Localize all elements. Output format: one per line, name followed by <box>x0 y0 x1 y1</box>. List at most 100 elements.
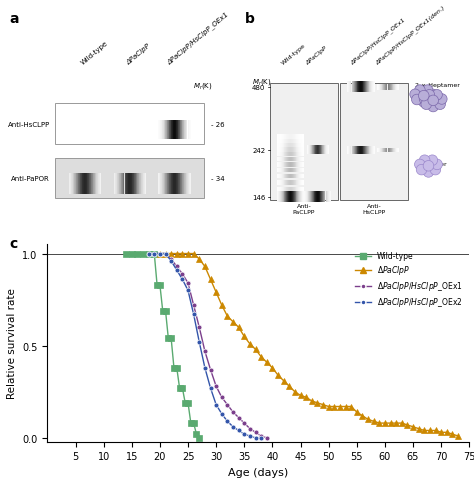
Bar <box>74 174 75 194</box>
Bar <box>181 174 182 194</box>
Ellipse shape <box>411 95 422 106</box>
Bar <box>93 174 94 194</box>
Ellipse shape <box>410 90 420 100</box>
Bar <box>188 121 189 140</box>
Bar <box>165 121 166 140</box>
Bar <box>125 174 126 194</box>
Bar <box>188 174 189 194</box>
Ellipse shape <box>419 95 430 105</box>
Text: ΔPaClpP/HsClpP_OEx1: ΔPaClpP/HsClpP_OEx1 <box>350 17 407 66</box>
Bar <box>80 174 81 194</box>
Text: ΔPaClpP/HsClpP_OEx1: ΔPaClpP/HsClpP_OEx1 <box>166 11 230 66</box>
Bar <box>84 174 85 194</box>
Bar <box>78 174 79 194</box>
Bar <box>73 174 74 194</box>
Bar <box>76 174 77 194</box>
Bar <box>164 121 165 140</box>
Bar <box>184 121 185 140</box>
Bar <box>159 121 160 140</box>
Bar <box>159 174 160 194</box>
Bar <box>135 174 136 194</box>
Bar <box>158 174 159 194</box>
Bar <box>167 174 168 194</box>
Bar <box>173 174 174 194</box>
Bar <box>160 121 161 140</box>
Bar <box>178 121 179 140</box>
Bar <box>69 174 70 194</box>
Bar <box>97 174 98 194</box>
Bar <box>178 174 179 194</box>
Bar <box>131 174 132 194</box>
Bar <box>140 174 141 194</box>
Bar <box>141 174 142 194</box>
Text: Anti-HsCLPP: Anti-HsCLPP <box>8 121 50 127</box>
Text: 146: 146 <box>252 194 265 200</box>
Bar <box>185 174 186 194</box>
Bar <box>174 121 175 140</box>
Bar <box>72 174 73 194</box>
Bar <box>177 121 178 140</box>
Bar <box>121 174 122 194</box>
Bar <box>175 174 176 194</box>
Ellipse shape <box>432 160 442 170</box>
Bar <box>189 121 190 140</box>
Bar <box>163 121 164 140</box>
Bar <box>90 174 91 194</box>
Bar <box>55 158 204 199</box>
Bar <box>190 121 191 140</box>
Ellipse shape <box>425 95 436 106</box>
Bar <box>175 121 176 140</box>
Bar <box>180 121 181 140</box>
Text: b: b <box>245 12 255 25</box>
Bar <box>81 174 82 194</box>
Ellipse shape <box>423 168 434 178</box>
Bar <box>132 174 133 194</box>
X-axis label: Age (days): Age (days) <box>228 467 289 477</box>
Text: ΔPaClpP: ΔPaClpP <box>126 43 152 66</box>
Bar <box>270 84 338 201</box>
Text: $M_r$(K): $M_r$(K) <box>252 77 272 87</box>
Bar <box>183 121 184 140</box>
Ellipse shape <box>437 95 447 105</box>
Bar <box>120 174 121 194</box>
Bar <box>185 121 186 140</box>
Ellipse shape <box>423 161 434 172</box>
Text: 2 × Heptamer: 2 × Heptamer <box>415 83 460 88</box>
Bar <box>85 174 86 194</box>
Bar <box>139 174 140 194</box>
Bar <box>340 84 408 201</box>
Bar <box>177 174 178 194</box>
Bar <box>91 174 92 194</box>
Text: - 26: - 26 <box>211 121 225 127</box>
Text: c: c <box>9 237 18 251</box>
Bar <box>165 174 166 194</box>
Text: Wild-type: Wild-type <box>80 40 109 66</box>
Bar <box>144 174 145 194</box>
Bar <box>176 121 177 140</box>
Bar <box>182 121 183 140</box>
Bar <box>161 174 162 194</box>
Bar <box>124 174 125 194</box>
Ellipse shape <box>415 85 425 96</box>
Text: $M_r$(K): $M_r$(K) <box>193 81 213 91</box>
Bar <box>92 174 93 194</box>
Bar <box>162 174 163 194</box>
Bar <box>134 174 135 194</box>
Bar <box>133 174 134 194</box>
Y-axis label: Relative survival rate: Relative survival rate <box>7 288 17 398</box>
Text: ΔPaClpP/HsClpP_OEx1(den.): ΔPaClpP/HsClpP_OEx1(den.) <box>375 5 447 66</box>
Bar <box>181 121 182 140</box>
Bar <box>86 174 87 194</box>
Bar <box>161 121 162 140</box>
Text: Anti-
PaCLPP: Anti- PaCLPP <box>292 204 315 214</box>
Ellipse shape <box>428 102 438 113</box>
Bar <box>160 174 161 194</box>
Bar <box>172 121 173 140</box>
Bar <box>82 174 83 194</box>
Ellipse shape <box>416 165 427 176</box>
Ellipse shape <box>427 90 438 100</box>
Text: Wild-type: Wild-type <box>280 43 306 66</box>
Bar <box>166 121 167 140</box>
Bar <box>136 174 137 194</box>
Bar <box>126 174 127 194</box>
